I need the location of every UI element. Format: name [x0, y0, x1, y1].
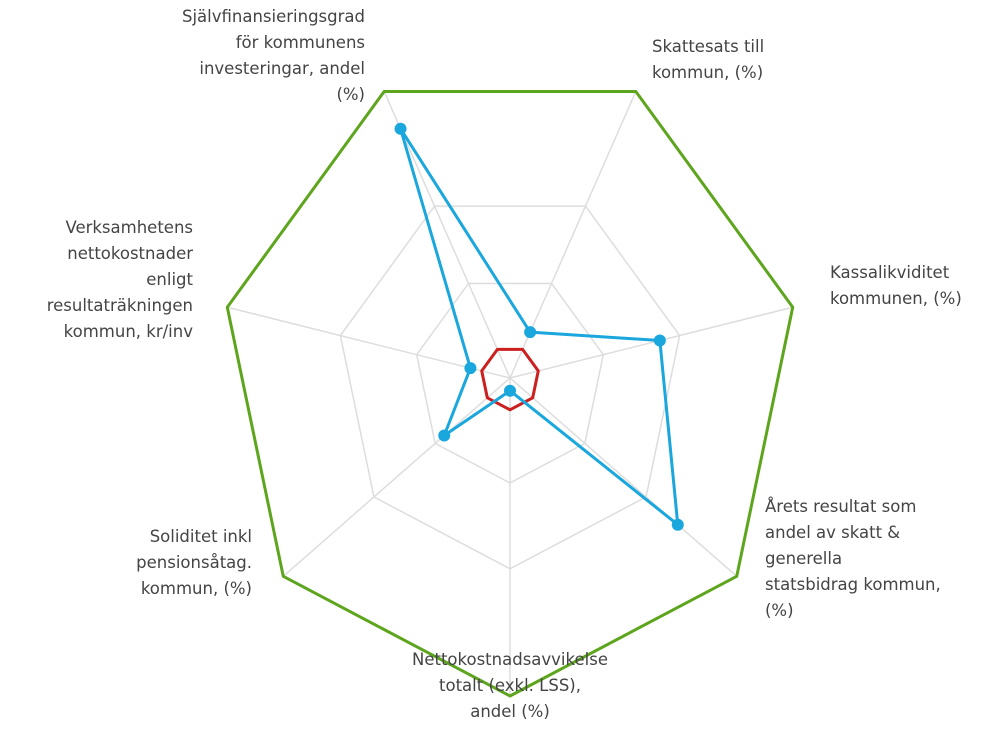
- axis-label-line: andel av skatt &: [765, 523, 900, 542]
- axis-label-line: kommunen, (%): [830, 289, 962, 308]
- axis-label-line: Skattesats till: [652, 37, 764, 56]
- axis-label-line: investeringar, andel: [199, 59, 365, 78]
- spoke: [227, 306, 511, 379]
- axis-label: Årets resultat som andel av skatt & genere…: [765, 497, 941, 620]
- marker: [524, 326, 537, 339]
- axis-label-line: statsbidrag kommun,: [765, 575, 941, 594]
- axis-label-line: Nettokostnadsavvikelse: [412, 650, 608, 669]
- marker: [653, 334, 666, 347]
- axis-label: Självfinansieringsgrad för kommunens inves…: [182, 7, 365, 104]
- marker: [438, 429, 451, 442]
- spoke: [282, 377, 511, 577]
- axis-label: Kassalikviditet kommunen, (%): [830, 263, 962, 308]
- grid-ring: [339, 205, 681, 570]
- axis-label-line: Soliditet inkl: [150, 527, 252, 546]
- series-line: [480, 347, 540, 412]
- axis-label-line: för kommunens: [236, 33, 365, 52]
- axis-label-line: Årets resultat som: [765, 497, 916, 516]
- series-line: [399, 127, 680, 527]
- marker: [464, 362, 477, 375]
- axis-label-line: resultaträkningen: [47, 296, 193, 315]
- axis-label-line: (%): [765, 601, 794, 620]
- axis-label-line: kommun, (%): [141, 579, 252, 598]
- marker: [394, 122, 407, 135]
- axis-label: Verksamhetens nettokostnader enligt resulta…: [47, 218, 194, 341]
- axis-label-line: totalt (exkl. LSS),: [439, 676, 581, 695]
- marker: [504, 384, 516, 397]
- axis-label-line: pensionsåtag.: [136, 553, 252, 572]
- axis-label-line: kommun, kr/inv: [64, 322, 194, 341]
- axis-label-line: nettokostnader: [67, 244, 193, 263]
- axis-label-line: Kassalikviditet: [830, 263, 950, 282]
- axis-label-line: enligt: [146, 270, 193, 289]
- marker: [671, 518, 684, 531]
- series-line: [225, 89, 795, 698]
- axis-label-line: (%): [336, 85, 365, 104]
- grid-ring: [415, 282, 605, 484]
- axis-label: Nettokostnadsavvikelse totalt (exkl. LSS)…: [412, 650, 608, 721]
- axis-label-line: andel (%): [470, 702, 550, 721]
- axis-label-line: kommun, (%): [652, 63, 763, 82]
- axis-label: Skattesats till kommun, (%): [652, 37, 764, 82]
- axis-label-line: Verksamhetens: [65, 218, 193, 237]
- spoke: [509, 306, 793, 379]
- axis-label-line: generella: [765, 549, 842, 568]
- axis-label-line: Självfinansieringsgrad: [182, 7, 365, 26]
- spoke: [509, 377, 738, 577]
- axis-label: Soliditet inkl pensionsåtag. kommun, (%): [136, 527, 252, 598]
